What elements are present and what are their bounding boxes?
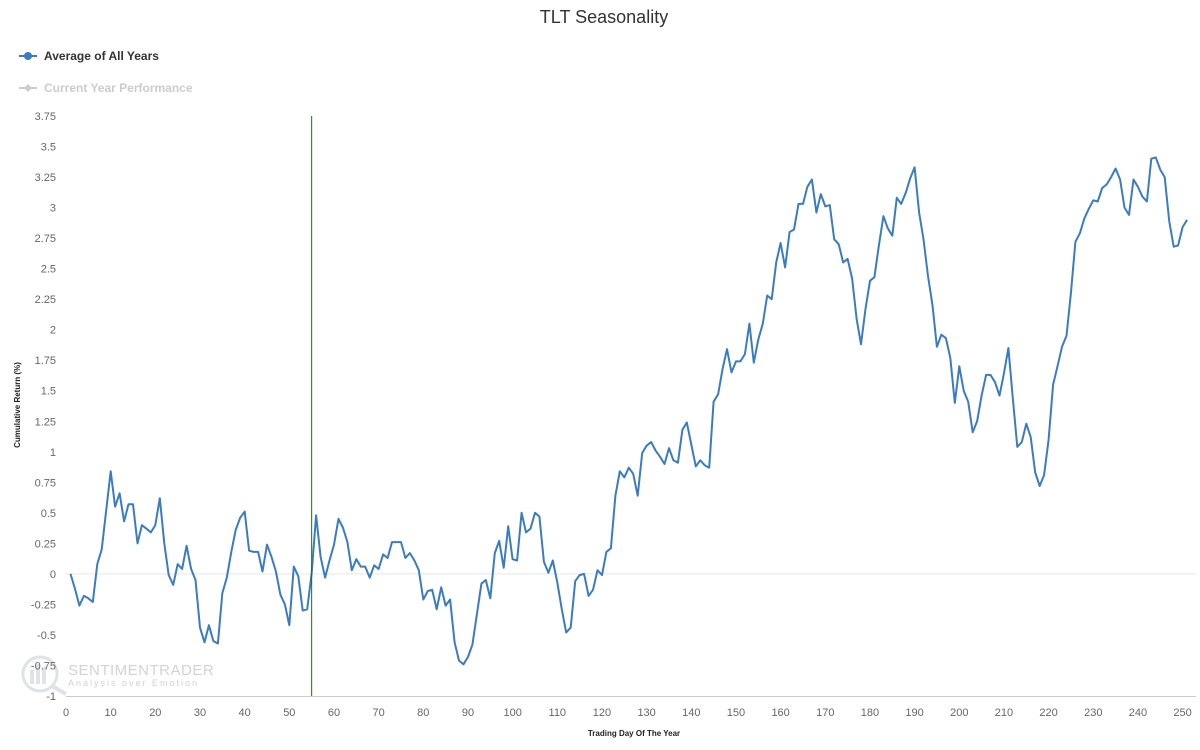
y-tick-label: 2 [50,325,56,337]
x-tick-label: 230 [1084,707,1102,719]
x-axis-label: Trading Day Of The Year [588,729,680,738]
x-tick-label: 190 [905,707,923,719]
y-tick-label: 2.75 [35,233,56,245]
legend-marker-circle-icon [24,52,32,60]
x-tick-label: 240 [1129,707,1147,719]
legend: Average of All Years Current Year Perform… [19,49,193,95]
y-tick-label: 1.25 [35,416,56,428]
x-tick-label: 40 [239,707,251,719]
y-axis-label: Cumulative Return (%) [13,362,22,448]
legend-item-average-of-all-years[interactable]: Average of All Years [19,49,159,63]
x-tick-label: 90 [462,707,474,719]
y-axis-ticks: -1 -0.75 -0.5 -0.25 0 0.25 0.5 0.75 1 1.25 1.5 1.75… [31,111,56,703]
y-tick-label: 0.75 [35,477,56,489]
watermark-logo-icon [21,655,67,696]
x-tick-label: 80 [417,707,429,719]
y-tick-label: 0.5 [41,508,56,520]
x-tick-label: 110 [549,707,567,719]
y-tick-label: 3 [50,203,56,215]
x-tick-label: 130 [637,707,655,719]
x-axis-ticks: 0 10 20 30 40 50 60 70 80 90 100 110 120 130 140 150 160… [63,707,1192,719]
chart-title: TLT Seasonality [540,7,668,27]
x-tick-label: 10 [105,707,117,719]
watermark-tagline: Analysis over Emotion [68,678,199,688]
y-tick-label: -0.25 [31,599,56,611]
legend-item-current-year-performance[interactable]: Current Year Performance [19,81,193,95]
x-tick-label: 140 [682,707,700,719]
y-tick-label: 2.5 [41,264,56,276]
watermark: SENTIMENTRADER Analysis over Emotion [21,655,214,696]
x-tick-label: 150 [727,707,745,719]
series-line-average-of-all-years [69,156,1188,666]
x-tick-label: 160 [771,707,789,719]
x-tick-label: 170 [816,707,834,719]
watermark-name: SENTIMENTRADER [68,662,214,679]
x-tick-label: 0 [63,707,69,719]
x-tick-label: 70 [373,707,385,719]
x-tick-label: 30 [194,707,206,719]
y-tick-label: 0.25 [35,538,56,550]
x-tick-label: 50 [283,707,295,719]
y-tick-label: 0 [50,569,56,581]
y-tick-label: -0.75 [31,660,56,672]
y-tick-label: -1 [46,691,56,703]
y-tick-label: 1.75 [35,355,56,367]
x-tick-label: 120 [593,707,611,719]
y-tick-label: 2.25 [35,294,56,306]
legend-marker-diamond-icon [24,84,32,92]
x-tick-label: 180 [861,707,879,719]
legend-label: Current Year Performance [44,81,193,95]
y-tick-label: 1.5 [41,386,56,398]
x-tick-label: 20 [149,707,161,719]
legend-label: Average of All Years [44,49,159,63]
x-tick-label: 200 [950,707,968,719]
y-tick-label: 3.25 [35,172,56,184]
y-tick-label: -0.5 [37,630,56,642]
x-tick-label: 220 [1039,707,1057,719]
x-tick-label: 100 [503,707,521,719]
x-tick-label: 250 [1173,707,1191,719]
x-tick-label: 210 [995,707,1013,719]
y-tick-label: 3.5 [41,142,56,154]
y-tick-label: 1 [50,447,56,459]
x-tick-label: 60 [328,707,340,719]
y-tick-label: 3.75 [35,111,56,123]
